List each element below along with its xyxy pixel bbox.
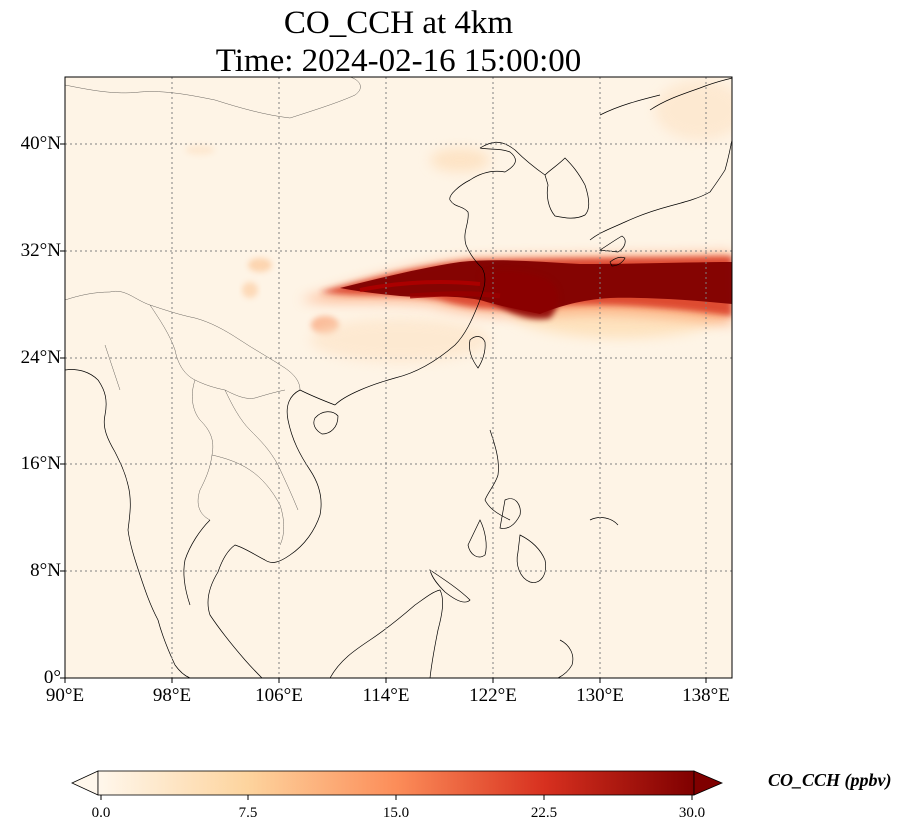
map-frame [64, 76, 733, 679]
chart-title: CO_CCH at 4km Time: 2024-02-16 15:00:00 [65, 4, 732, 80]
x-tick-label: 98°E [152, 685, 192, 706]
y-tick-label: 40°N [20, 133, 61, 154]
colorbar-tick-label: 0.0 [91, 805, 111, 821]
x-tick-label: 114°E [362, 685, 410, 706]
x-tick-label: 106°E [255, 685, 303, 706]
colorbar-tick-label: 30.0 [678, 805, 706, 821]
y-tick-label: 0° [43, 667, 61, 688]
axis-ticks [60, 143, 707, 683]
x-tick-label: 138°E [682, 685, 730, 706]
colorbar-tick-label: 22.5 [530, 805, 558, 821]
title-line-variable: CO_CCH at 4km [283, 5, 514, 41]
y-tick-label: 32°N [20, 240, 61, 261]
y-tick-label: 24°N [20, 347, 61, 368]
x-tick-label: 122°E [469, 685, 517, 706]
x-tick-label: 90°E [45, 685, 85, 706]
title-line-time: Time: 2024-02-16 15:00:00 [215, 43, 582, 79]
gridlines [65, 77, 732, 678]
colorbar [71, 770, 724, 800]
colorbar-tick-label: 7.5 [238, 805, 258, 821]
y-tick-label: 16°N [20, 453, 61, 474]
map-background [65, 77, 732, 678]
colorbar-label: CO_CCH (ppbv) [768, 770, 892, 790]
x-tick-label: 130°E [576, 685, 624, 706]
y-tick-label: 8°N [30, 560, 61, 581]
concentration-field [185, 80, 732, 362]
colorbar-tick-label: 15.0 [382, 805, 410, 821]
coastlines [65, 77, 732, 678]
